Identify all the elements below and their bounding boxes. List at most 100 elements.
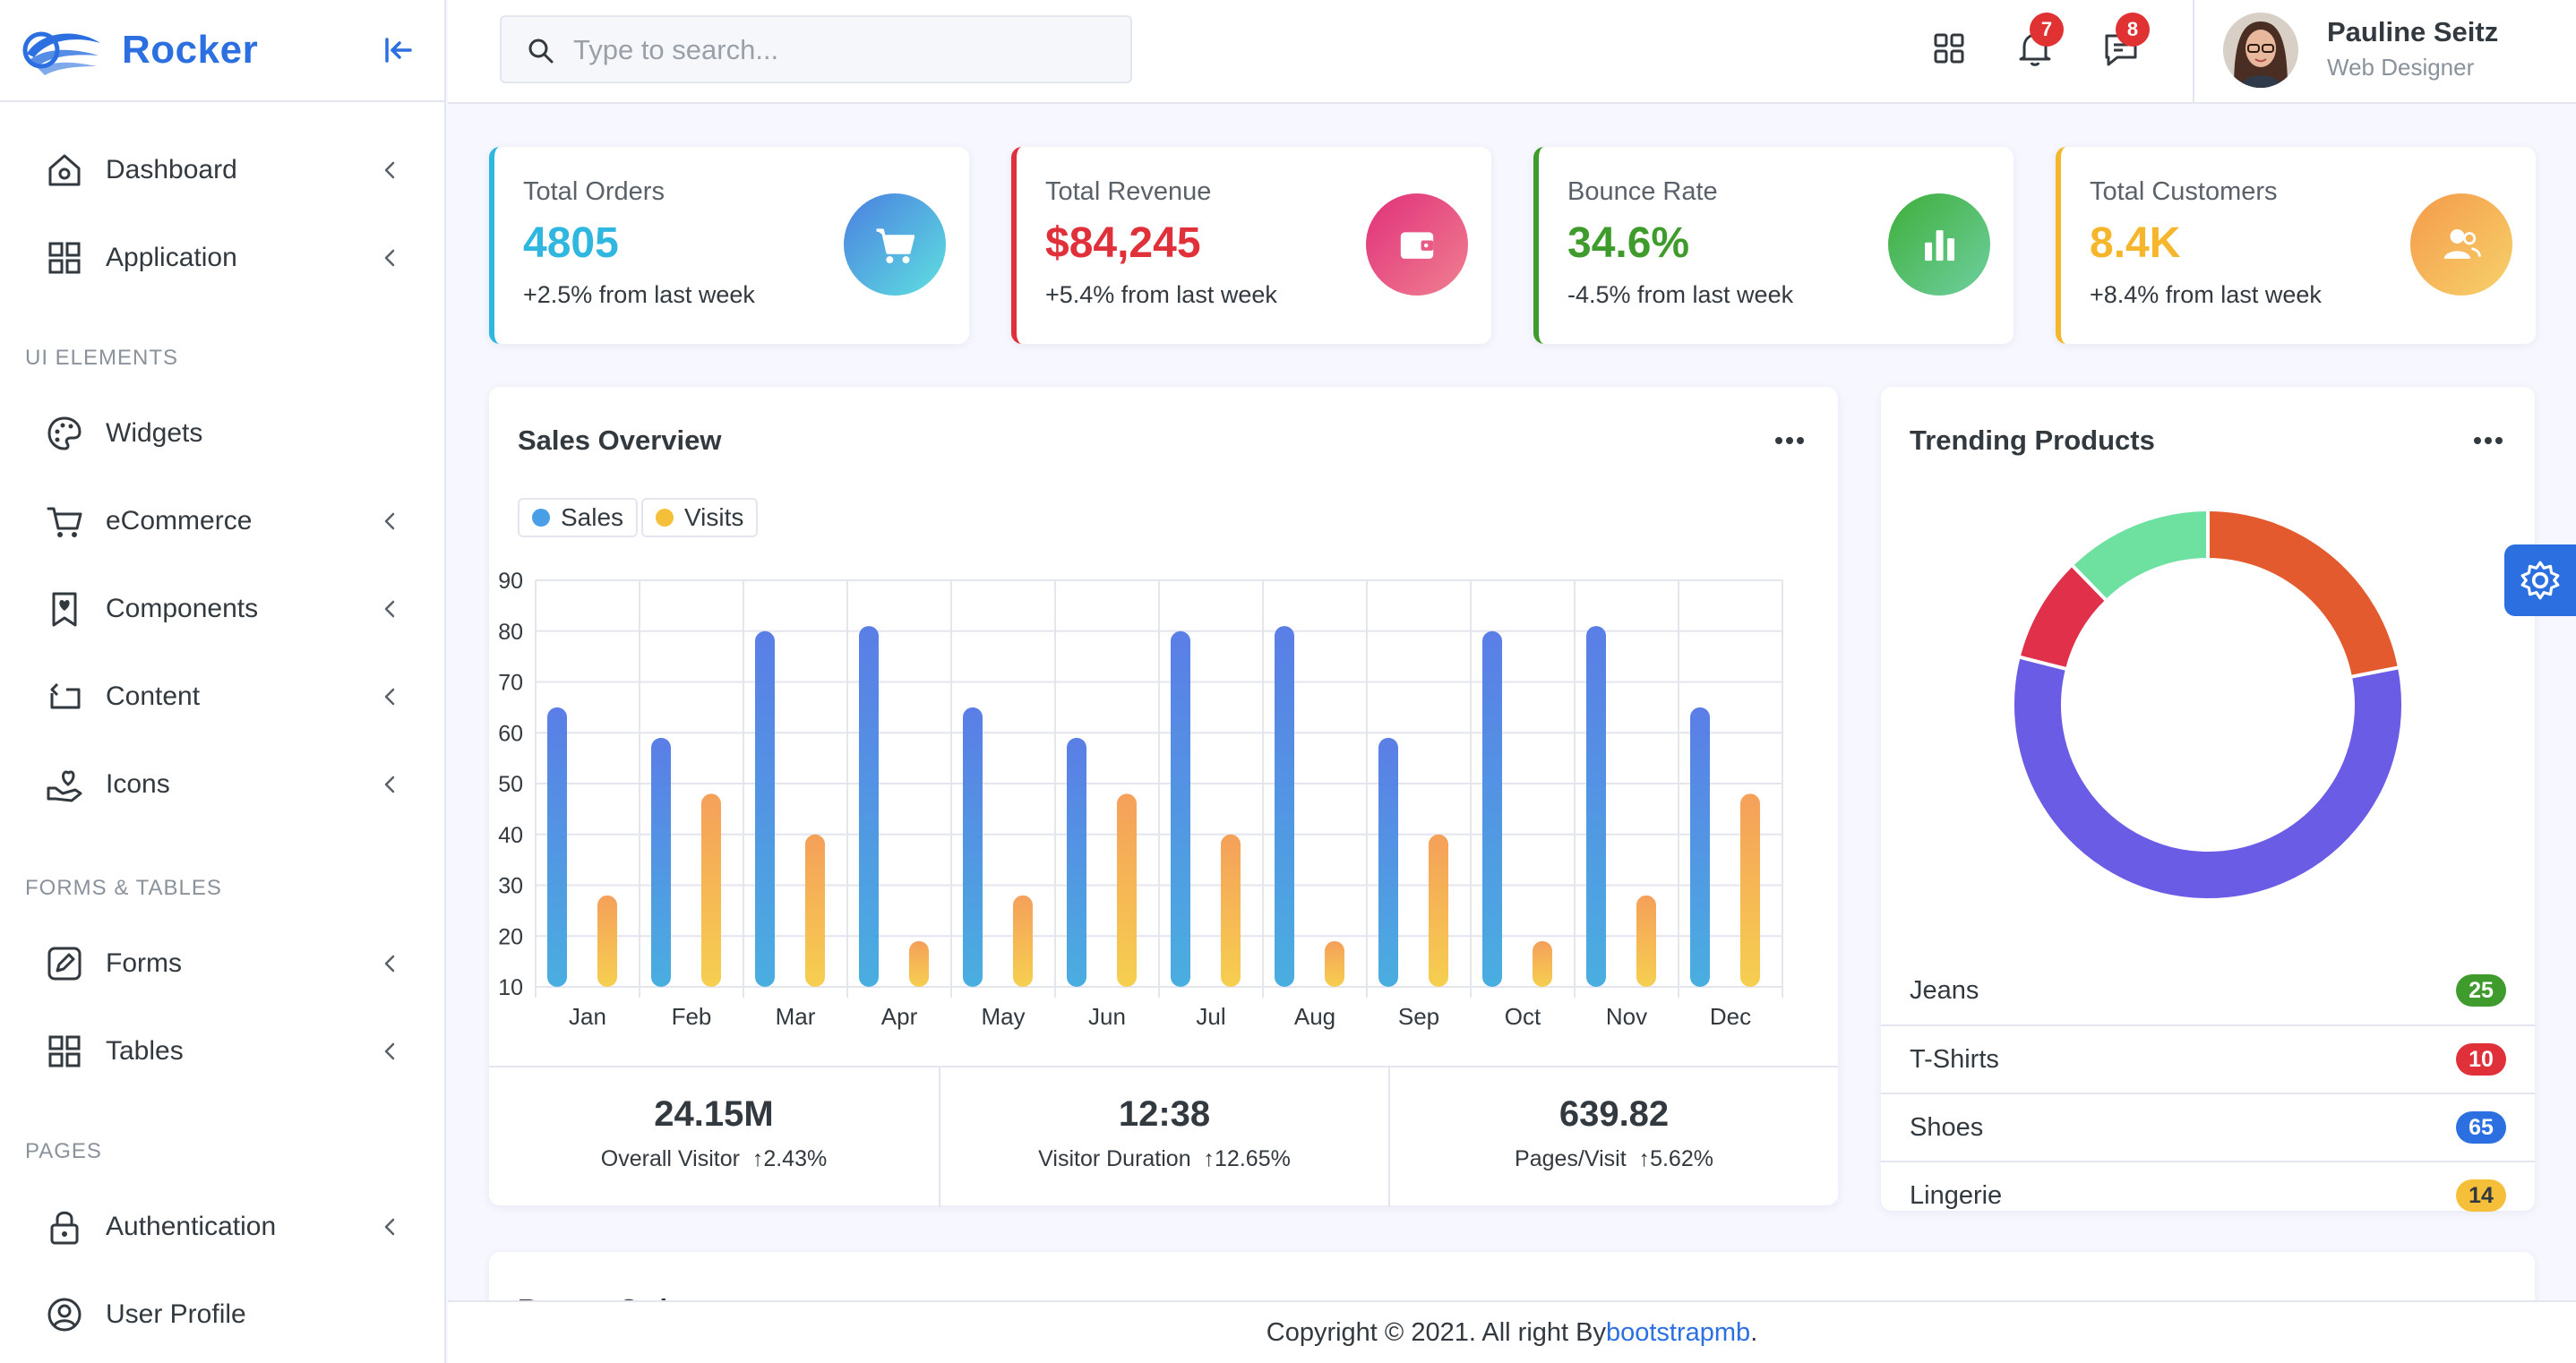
bar-sales-mar[interactable] <box>755 630 775 987</box>
summary-label-text: Pages/Visit <box>1515 1146 1627 1171</box>
bar-sales-jan[interactable] <box>547 707 567 987</box>
sidebar-item-ecommerce[interactable]: eCommerce <box>0 485 444 557</box>
menu-section-label: UI ELEMENTS <box>25 346 179 370</box>
stat-card-total-revenue: Total Revenue $84,245 +5.4% from last we… <box>1011 147 1491 344</box>
x-tick-label: May <box>981 1003 1025 1030</box>
legend-visits[interactable]: Visits <box>641 498 759 537</box>
y-tick-label: 30 <box>498 874 523 899</box>
bar-sales-jun[interactable] <box>1067 737 1086 987</box>
summary-label: Visitor Duration ↑12.65% <box>940 1146 1388 1172</box>
sidebar-item-label: Components <box>106 594 259 623</box>
arrow-up-icon: ↑ <box>745 1146 764 1171</box>
bar-sales-dec[interactable] <box>1690 707 1710 987</box>
sidebar: Rocker Dashboard Application UI ELEMENTS… <box>0 0 446 1363</box>
sidebar-item-dashboard[interactable]: Dashboard <box>0 134 444 206</box>
bar-chart-icon <box>1888 193 1990 296</box>
bar-visits-may[interactable] <box>1013 895 1033 987</box>
chevron-left-icon <box>384 512 395 530</box>
stat-change: -4.5% from last week <box>1567 281 1794 308</box>
stat-title: Total Revenue <box>1045 177 1212 206</box>
sidebar-item-user-profile[interactable]: User Profile <box>0 1279 444 1350</box>
y-tick-label: 40 <box>498 823 523 848</box>
bar-visits-nov[interactable] <box>1636 895 1656 987</box>
arrow-up-icon: ↑ <box>1632 1146 1651 1171</box>
menu-section-label: FORMS & TABLES <box>25 876 222 900</box>
footer-link[interactable]: bootstrapmb <box>1605 1317 1751 1347</box>
apps-grid-icon[interactable] <box>1929 29 1969 68</box>
user-menu[interactable]: Pauline Seitz Web Designer <box>2193 0 2576 102</box>
sidebar-item-application[interactable]: Application <box>0 222 444 294</box>
x-tick-label: Jun <box>1088 1003 1126 1030</box>
summary-value: 639.82 <box>1558 1094 1670 1134</box>
bar-visits-jan[interactable] <box>597 895 617 987</box>
sidebar-item-label: Application <box>106 243 237 272</box>
y-tick-label: 20 <box>498 924 523 949</box>
search-input[interactable] <box>573 26 1111 74</box>
sidebar-item-widgets[interactable]: Widgets <box>0 398 444 469</box>
sidebar-item-content[interactable]: Content <box>0 661 444 733</box>
bar-visits-jul[interactable] <box>1221 834 1241 987</box>
donut-separator <box>2018 655 2068 672</box>
logo-icon <box>22 31 100 75</box>
bar-sales-jul[interactable] <box>1171 630 1190 987</box>
legend-label: Visits <box>684 503 744 531</box>
user-circle-icon <box>47 1298 82 1332</box>
bar-sales-sep[interactable] <box>1378 737 1398 987</box>
top-header: 7 8 Pauline Seitz Web Designer <box>448 0 2576 104</box>
bar-visits-feb[interactable] <box>701 793 721 987</box>
stat-value: $84,245 <box>1045 219 1201 267</box>
trending-item-shoes: Shoes 65 <box>1881 1093 2535 1161</box>
summary-pages-visit: 639.82 Pages/Visit ↑5.62% <box>1388 1067 1838 1207</box>
donut-slice-jeans[interactable] <box>2207 511 2398 678</box>
stat-title: Bounce Rate <box>1567 177 1718 206</box>
cart-icon <box>844 193 946 296</box>
bar-sales-apr[interactable] <box>859 626 879 987</box>
sidebar-item-components[interactable]: Components <box>0 573 444 645</box>
sidebar-item-label: Icons <box>106 769 170 799</box>
sidebar-item-icons[interactable]: Icons <box>0 749 444 820</box>
stat-change: +2.5% from last week <box>523 281 755 308</box>
search-box <box>500 15 1132 83</box>
bar-visits-oct[interactable] <box>1533 940 1552 987</box>
sidebar-item-authentication[interactable]: Authentication <box>0 1191 444 1263</box>
more-options-icon[interactable] <box>1773 435 1806 446</box>
sidebar-item-tables[interactable]: Tables <box>0 1016 444 1087</box>
menu-section-label: PAGES <box>25 1139 102 1163</box>
lock-icon <box>50 1211 79 1245</box>
bar-sales-may[interactable] <box>963 707 983 987</box>
bar-visits-dec[interactable] <box>1740 793 1760 987</box>
sidebar-item-forms[interactable]: Forms <box>0 928 444 999</box>
sidebar-item-label: Tables <box>106 1036 184 1066</box>
bar-visits-apr[interactable] <box>909 940 929 987</box>
theme-settings-button[interactable] <box>2504 544 2576 616</box>
bar-sales-aug[interactable] <box>1275 626 1294 987</box>
y-tick-label: 50 <box>498 772 523 797</box>
x-tick-label: Apr <box>881 1003 918 1030</box>
legend-sales[interactable]: Sales <box>518 498 639 537</box>
sidebar-item-label: Dashboard <box>106 155 237 184</box>
stat-value: 4805 <box>523 219 619 267</box>
bar-sales-nov[interactable] <box>1586 626 1606 987</box>
sales-overview-title: Sales Overview <box>518 424 722 456</box>
summary-value: 12:38 <box>1118 1094 1211 1134</box>
donut-slice-tshirts[interactable] <box>2020 566 2107 670</box>
trending-item-name: Shoes <box>1910 1112 1984 1142</box>
bar-sales-feb[interactable] <box>651 737 671 987</box>
bar-visits-mar[interactable] <box>805 834 825 987</box>
bar-visits-jun[interactable] <box>1117 793 1137 987</box>
user-name: Pauline Seitz <box>2327 16 2499 47</box>
more-options-icon[interactable] <box>2472 435 2504 446</box>
bar-sales-oct[interactable] <box>1482 630 1502 987</box>
stat-card-total-orders: Total Orders 4805 +2.5% from last week <box>489 147 969 344</box>
sales-overview-card: Sales Overview Sales Visits 10 20 30 40 50 60… <box>489 387 1838 1207</box>
collapse-sidebar-icon[interactable] <box>380 32 416 68</box>
stat-value: 8.4K <box>2090 219 2181 267</box>
trending-item-name: Lingerie <box>1910 1180 2003 1210</box>
summary-label-text: Overall Visitor <box>600 1146 740 1171</box>
bar-visits-aug[interactable] <box>1325 940 1344 987</box>
donut-slice-lingerie[interactable] <box>2073 511 2209 600</box>
palette-icon <box>47 416 82 450</box>
donut-slice-shoes[interactable] <box>2014 657 2401 898</box>
bar-visits-sep[interactable] <box>1429 834 1448 987</box>
x-tick-label: Jan <box>569 1003 606 1030</box>
